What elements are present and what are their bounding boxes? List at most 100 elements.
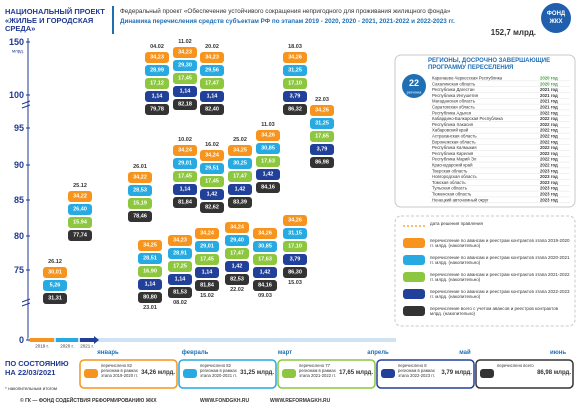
amount-pill [173, 47, 197, 58]
amount-pill [253, 280, 277, 291]
amount-label: 17,47 [205, 81, 219, 87]
amount-pill [168, 248, 192, 259]
summary-text: перечислено всего [497, 363, 534, 368]
summary-icon [480, 369, 494, 378]
region-year: 2023 год [540, 186, 558, 191]
header-subtitle: Федеральный проект «Обеспечение устойчив… [120, 8, 451, 15]
amount-label: 31,15 [288, 231, 302, 237]
legend-pill [403, 306, 425, 316]
amount-pill [200, 163, 224, 174]
region-name: Республика Ингушетия [432, 93, 479, 98]
amount-label: 34,25 [233, 148, 247, 154]
region-year: 2022 год [540, 134, 558, 139]
amount-label: 82,18 [178, 102, 192, 108]
region-year: 2022 год [540, 110, 558, 115]
summary-icon [84, 369, 98, 378]
amount-pill [168, 235, 192, 246]
amount-label: 79,78 [150, 107, 164, 113]
amount-pill [228, 171, 252, 182]
amount-pill [138, 253, 162, 264]
region-year: 2022 год [540, 145, 558, 150]
amount-label: 17,45 [178, 76, 192, 82]
amount-pill [68, 191, 92, 202]
amount-pill [283, 78, 307, 89]
legend-pill [403, 255, 425, 265]
legend-text: перечисление по авансам и реестрам контр… [430, 238, 570, 249]
amount-pill [253, 254, 277, 265]
header-title: Динамика перечисления средств субъектам … [120, 18, 455, 25]
amount-label: 1,42 [207, 192, 218, 198]
region-year: 2022 год [540, 157, 558, 162]
amount-label: 84,16 [258, 283, 272, 289]
amount-pill [283, 91, 307, 102]
region-year: 2021 год [540, 105, 558, 110]
region-name: Республика Карелия [432, 151, 474, 156]
amount-pill [256, 143, 280, 154]
summary-text: перечислено 77 регионам в рамках этапа 2… [299, 363, 336, 378]
project-title: НАЦИОНАЛЬНЫЙ ПРОЕКТ «ЖИЛЬЕ И ГОРОДСКАЯ С… [5, 7, 110, 34]
amount-pill [283, 254, 307, 265]
amount-pill [283, 215, 307, 226]
amount-pill [145, 104, 169, 115]
date-label: 22.02 [230, 287, 244, 293]
region-name: Республика Калмыкия [432, 145, 477, 150]
amount-label: 34,23 [205, 55, 219, 61]
month-label: январь [97, 350, 119, 356]
amount-label: 17,47 [233, 174, 247, 180]
regions-panel [394, 54, 576, 208]
date-label: 15.03 [288, 280, 302, 286]
logo [541, 3, 571, 33]
amount-pill [256, 130, 280, 141]
amount-label: 28,51 [143, 256, 157, 262]
region-name: Кабардино-Балкарская Республика [432, 116, 503, 121]
amount-pill [225, 261, 249, 272]
region-name: Республика Хакасия [432, 122, 474, 127]
as-of-line: ПО СОСТОЯНИЮ [5, 359, 69, 368]
amount-pill [173, 184, 197, 195]
amount-label: 16,90 [143, 269, 157, 275]
amount-pill [200, 91, 224, 102]
date-label: 08.02 [173, 300, 187, 306]
amount-pill [225, 274, 249, 285]
amount-pill [310, 131, 334, 142]
amount-label: 17,47 [230, 251, 244, 257]
y-unit: млрд. [12, 49, 24, 54]
amount-label: 17,45 [178, 174, 192, 180]
amount-label: 1,14 [175, 277, 187, 283]
y-tick-label: 80 [14, 231, 24, 241]
date-label: 26.01 [133, 164, 147, 170]
amount-label: 80,80 [143, 295, 157, 301]
amount-pill [200, 202, 224, 213]
date-label: 11.02 [178, 39, 191, 45]
amount-label: 1,42 [232, 264, 243, 270]
summary-text: перечислено 82 регионам в рамках этапа 2… [101, 363, 138, 378]
axis-break [21, 298, 31, 307]
amount-pill [310, 157, 334, 168]
amount-pill [68, 217, 92, 228]
amount-label: 1,14 [207, 94, 219, 100]
amount-pill [256, 169, 280, 180]
y-tick-label: 95 [14, 123, 24, 133]
amount-pill [225, 222, 249, 233]
amount-label: 83,39 [233, 200, 247, 206]
amount-pill [200, 52, 224, 63]
amount-label: 5,26 [50, 283, 61, 289]
amount-label: 17,65 [315, 134, 329, 140]
month-label: май [459, 349, 471, 356]
amount-pill [195, 228, 219, 239]
amount-label: 30,01 [48, 270, 62, 276]
amount-label: 1,14 [180, 187, 192, 193]
date-label: 04.02 [150, 44, 164, 50]
stage-label: 2019 г. [35, 344, 49, 349]
amount-pill [145, 78, 169, 89]
region-name: Краснодарский край [432, 163, 473, 168]
amount-pill [225, 248, 249, 259]
amount-label: 34,26 [261, 133, 275, 139]
region-name: Тверская область [432, 168, 468, 173]
timeline [28, 338, 396, 342]
amount-label: 78,46 [133, 214, 147, 220]
amount-label: 81,53 [173, 290, 187, 296]
legend-pill [403, 289, 425, 299]
amount-label: 17,45 [205, 179, 219, 185]
